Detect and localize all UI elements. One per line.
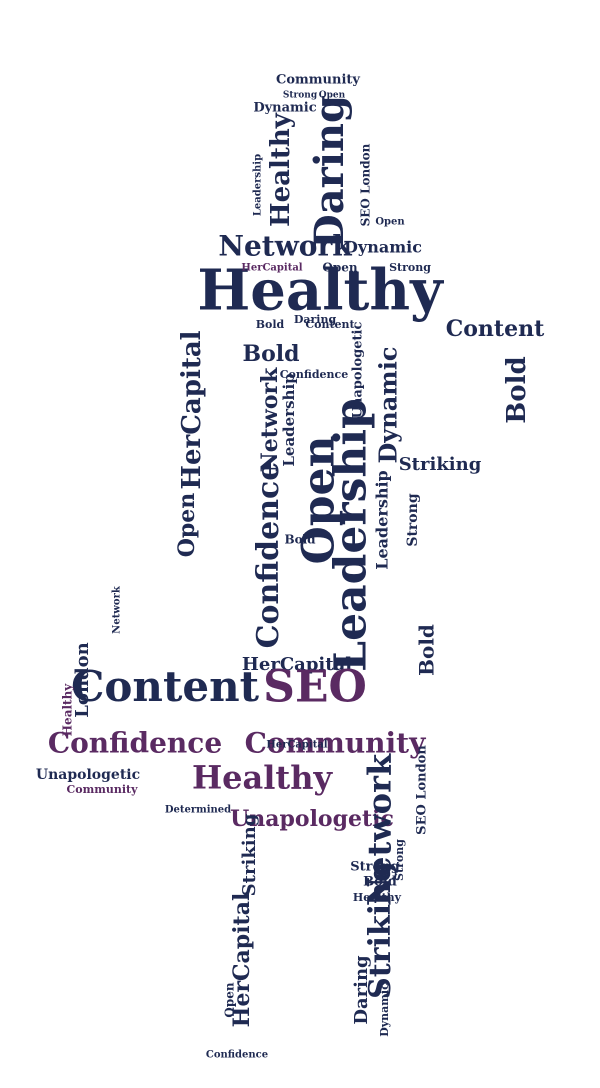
word-bold: Bold <box>284 533 316 547</box>
word-open: Open <box>294 435 345 564</box>
word-confidence: Confidence <box>48 727 222 760</box>
word-unapologetic: Unapologetic <box>230 806 394 832</box>
word-healthy: Healthy <box>353 891 402 904</box>
word-open: Open <box>322 261 357 275</box>
word-bold: Bold <box>415 624 439 676</box>
word-strong: Strong <box>350 860 399 875</box>
word-leadership: Leadership <box>373 470 392 570</box>
word-daring: Daring <box>306 95 353 249</box>
word-seo-london: SEO London <box>359 143 373 226</box>
word-hercapital: HerCapital <box>229 893 255 1028</box>
word-strong: Strong <box>389 261 431 274</box>
word-seo-london: SEO London <box>415 745 430 835</box>
word-leadership: Leadership <box>326 398 377 672</box>
word-strong: Strong <box>393 839 406 881</box>
word-determined: Determined <box>165 805 231 816</box>
word-bold: Bold <box>242 341 299 367</box>
word-leadership: Leadership <box>280 373 298 466</box>
word-content: Content <box>305 318 355 331</box>
word-leadership: Leadership <box>253 154 264 216</box>
word-strong: Strong <box>405 493 421 546</box>
word-dynamic: Dynamic <box>253 101 316 116</box>
word-seo: SEO <box>263 662 367 713</box>
word-healthy: Healthy <box>197 258 444 324</box>
word-dynamic: Dynamic <box>374 347 403 464</box>
word-community: Community <box>245 727 427 760</box>
word-dynamic: Dynamic <box>344 238 422 257</box>
word-network: Network <box>257 367 283 472</box>
word-network: Network <box>218 230 352 263</box>
word-striking: Striking <box>239 813 260 896</box>
word-open: Open <box>375 217 405 228</box>
word-community: Community <box>66 783 138 796</box>
word-dynamic: Dynamic <box>378 983 391 1037</box>
word-striking: Striking <box>363 861 398 999</box>
word-open: Open <box>174 493 200 558</box>
word-network: Network <box>361 753 399 906</box>
word-healthy: Healthy <box>192 759 334 797</box>
word-network: Network <box>112 585 123 634</box>
word-unapologetic: Unapologetic <box>351 322 366 419</box>
word-content: Content <box>71 662 260 711</box>
word-hercapital: HerCapital <box>266 740 327 751</box>
word-confidence: Confidence <box>206 1050 268 1061</box>
word-community: Community <box>276 73 360 88</box>
word-hercapital: HerCapital <box>242 654 352 675</box>
word-strong: Strong <box>283 91 318 101</box>
word-hercapital: HerCapital <box>177 330 207 489</box>
word-confidence: Confidence <box>280 368 348 381</box>
word-london: London <box>72 642 93 717</box>
word-content: Content <box>446 316 545 342</box>
word-bold: Bold <box>502 356 532 423</box>
word-daring: Daring <box>294 313 337 326</box>
word-hercapital: HerCapital <box>241 263 302 274</box>
word-bold: Bold <box>256 318 285 331</box>
word-open: Open <box>319 91 346 101</box>
word-bold: Bold <box>363 875 397 890</box>
word-open: Open <box>223 982 237 1017</box>
word-healthy: Healthy <box>266 112 296 227</box>
word-confidence: Confidence <box>251 462 286 649</box>
word-striking: Striking <box>399 454 482 475</box>
word-daring: Daring <box>351 955 372 1025</box>
word-unapologetic: Unapologetic <box>36 767 140 783</box>
word-healthy: Healthy <box>61 683 75 737</box>
